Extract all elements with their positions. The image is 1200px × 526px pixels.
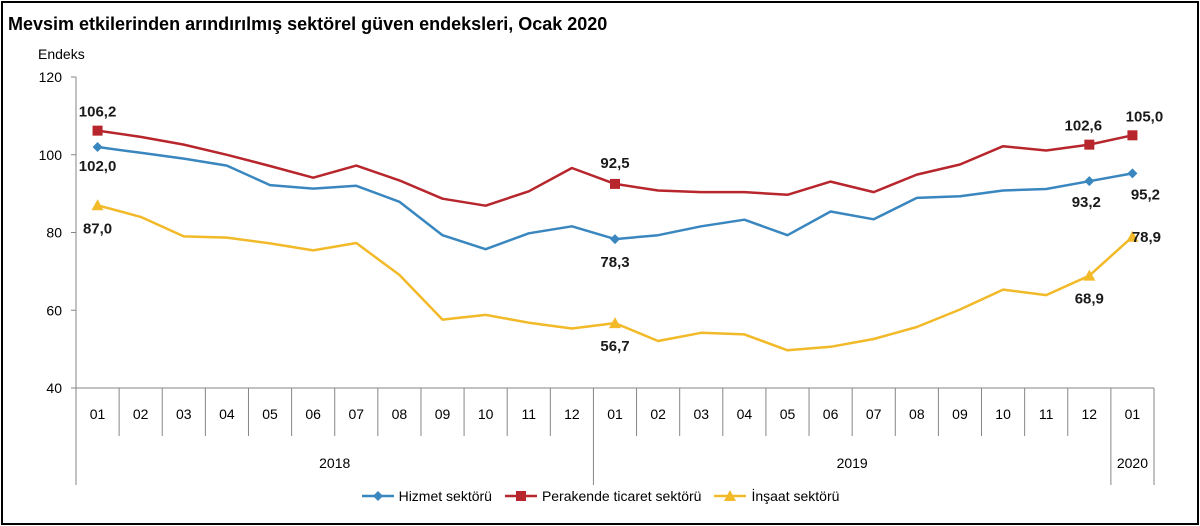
x-tick-label: 12 (1082, 406, 1098, 422)
data-point-square (610, 178, 620, 189)
y-tick-label: 60 (46, 302, 62, 318)
x-tick-label: 08 (392, 406, 408, 422)
x-tick-label: 07 (348, 406, 364, 422)
data-label: 78,3 (600, 254, 629, 271)
x-tick-label: 11 (1039, 406, 1054, 422)
data-label: 95,2 (1131, 186, 1160, 203)
data-label: 87,0 (83, 220, 112, 237)
x-tick-label: 12 (564, 406, 580, 422)
legend-swatch-hizmet (361, 491, 394, 501)
y-tick-label: 120 (39, 69, 63, 85)
legend-item-perakende: Perakende ticaret sektörü (504, 488, 702, 504)
legend-item-insaat: İnşaat sektörü (713, 488, 839, 504)
x-tick-label: 06 (823, 406, 839, 422)
chart-title: Mevsim etkilerinden arındırılmış sektöre… (8, 14, 608, 34)
x-tick-label: 01 (607, 406, 623, 422)
x-tick-label: 08 (909, 406, 925, 422)
data-point-diamond (610, 234, 620, 245)
x-tick-label: 03 (693, 406, 709, 422)
y-tick-label: 80 (46, 225, 62, 241)
legend-label-insaat: İnşaat sektörü (751, 488, 840, 504)
y-tick-label: 100 (39, 147, 63, 163)
x-tick-label: 09 (435, 406, 451, 422)
data-point-diamond (1127, 168, 1138, 179)
year-group-label: 2018 (319, 455, 350, 471)
data-point-triangle (1126, 230, 1139, 242)
data-point-triangle (609, 317, 621, 329)
data-label: 92,5 (600, 155, 629, 172)
x-tick-label: 02 (133, 406, 149, 422)
x-tick-label: 04 (737, 406, 753, 422)
data-label: 93,2 (1072, 194, 1101, 211)
x-tick-label: 05 (780, 406, 796, 422)
data-label: 78,9 (1132, 229, 1161, 246)
legend: Hizmet sektörü Perakende ticaret sektörü… (0, 488, 1200, 504)
data-point-diamond (92, 141, 103, 152)
x-tick-label: 03 (176, 406, 192, 422)
data-point-square (1084, 139, 1095, 150)
data-label: 102,0 (79, 158, 117, 175)
data-point-diamond (1084, 176, 1095, 187)
y-tick-label: 40 (46, 380, 62, 396)
series-markers (91, 125, 1139, 329)
x-tick-label: 06 (305, 406, 321, 422)
data-point-square (92, 125, 103, 136)
x-tick-label: 05 (262, 406, 278, 422)
x-tick-label: 10 (478, 406, 494, 422)
x-tick-label: 07 (866, 406, 882, 422)
data-label: 106,2 (79, 104, 117, 121)
y-axis-label: Endeks (38, 46, 85, 62)
x-tick-label: 11 (521, 406, 536, 422)
year-group-label: 2020 (1117, 455, 1148, 471)
data-label: 105,0 (1126, 108, 1164, 125)
data-point-square (1127, 130, 1138, 141)
data-labels: 102,0 78,3 93,2 95,2 106,2 92,5 102,6 105,0 87,0… (79, 104, 1163, 355)
data-label: 68,9 (1075, 291, 1104, 308)
x-tick-label: 01 (90, 406, 106, 422)
legend-swatch-perakende (504, 491, 537, 501)
legend-label-hizmet: Hizmet sektörü (398, 488, 492, 504)
x-tick-label: 10 (995, 406, 1011, 422)
axes: 40 60 80 100 120 01 02 03 04 05 06 07 08 09 10 11 12 01 02… (39, 69, 1155, 485)
series-line-3 (97, 204, 1134, 352)
x-tick-label: 04 (219, 406, 235, 422)
data-point-triangle (91, 199, 104, 211)
x-tick-label: 01 (1125, 406, 1141, 422)
legend-swatch-insaat (714, 490, 747, 501)
data-point-triangle (1083, 269, 1096, 281)
data-label: 56,7 (600, 338, 629, 355)
x-tick-label: 02 (650, 406, 666, 422)
x-tick-label: 09 (952, 406, 968, 422)
legend-label-perakende: Perakende ticaret sektörü (541, 488, 702, 504)
legend-item-hizmet: Hizmet sektörü (361, 488, 492, 504)
data-label: 102,6 (1065, 118, 1103, 135)
year-group-label: 2019 (837, 455, 868, 471)
